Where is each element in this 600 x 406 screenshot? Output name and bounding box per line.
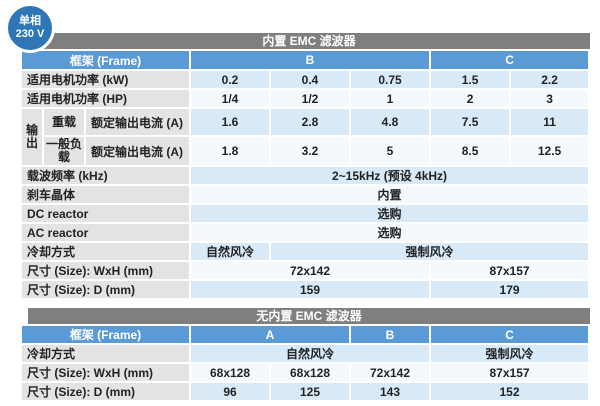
cell-kw-1: 0.4: [271, 71, 349, 88]
cell-wxh-c: 87x157: [431, 262, 589, 279]
cell-hp-0: 1/4: [191, 90, 269, 107]
cell-kw-2: 0.75: [351, 71, 430, 88]
cell-normal-4: 12.5: [511, 137, 589, 165]
cell2-wxh-1: 68x128: [271, 364, 350, 381]
table-row-hp: 适用电机功率 (HP) 1/4 1/2 1 2 3: [22, 90, 589, 107]
table2-row-cooling: 冷却方式 自然风冷 强制风冷: [22, 345, 589, 362]
cell-normal-1: 3.2: [271, 137, 349, 165]
cell-d-b: 159: [191, 281, 430, 298]
table-built-in-emc: 框架 (Frame) B C 适用电机功率 (kW) 0.2 0.4 0.75 …: [20, 49, 590, 300]
heavy-load-sublabel: 重载: [44, 109, 84, 135]
cell-hp-4: 3: [511, 90, 589, 107]
cell-normal-2: 5: [351, 137, 430, 165]
cell-heavy-1: 2.8: [271, 109, 349, 135]
cell2-d-1: 125: [271, 383, 350, 400]
row-label-ac-reactor: AC reactor: [22, 224, 189, 241]
row-label-d: 尺寸 (Size): D (mm): [22, 281, 189, 298]
row-label-hp: 适用电机功率 (HP): [22, 90, 189, 107]
frame2-b-header: B: [351, 326, 430, 343]
row-label-cooling: 冷却方式: [22, 243, 189, 260]
cell2-d-3: 152: [431, 383, 589, 400]
table-row-heavy-load: 输出 重载 额定输出电流 (A) 1.6 2.8 4.8 7.5 11: [22, 109, 589, 165]
cell-brake-value: 内置: [191, 186, 589, 203]
frame2-c-header: C: [431, 326, 589, 343]
row-label-carrier: 载波频率 (kHz): [22, 167, 189, 184]
table-row-normal-load: 一般负载 额定输出电流 (A) 1.8 3.2 5 8.5 12.5: [22, 137, 589, 165]
table-row-kw: 适用电机功率 (kW) 0.2 0.4 0.75 1.5 2.2: [22, 71, 589, 88]
frame-b-header: B: [191, 51, 430, 69]
cell-kw-3: 1.5: [431, 71, 510, 88]
frame-c-header: C: [431, 51, 589, 69]
cell-normal-0: 1.8: [191, 137, 269, 165]
row2-label-cooling: 冷却方式: [22, 345, 189, 362]
cell-hp-3: 2: [431, 90, 510, 107]
cell-cooling-forced: 强制风冷: [271, 243, 589, 260]
cell2-wxh-2: 72x142: [351, 364, 430, 381]
cell-wxh-b: 72x142: [191, 262, 430, 279]
table-row-carrier-frequency: 载波频率 (kHz) 2~15kHz (预设 4kHz): [22, 167, 589, 184]
cell-kw-0: 0.2: [191, 71, 269, 88]
table-gap: [20, 300, 590, 308]
cell-heavy-2: 4.8: [351, 109, 430, 135]
normal-load-sublabel: 一般负载: [44, 137, 84, 165]
cell-hp-2: 1: [351, 90, 430, 107]
output-group-label: 输出: [22, 109, 42, 165]
table-row-brake-transistor: 刹车晶体 内置: [22, 186, 589, 203]
badge-voltage-text: 230 V: [15, 28, 45, 40]
frame-header-label: 框架 (Frame): [22, 51, 189, 69]
row-label-dc-reactor: DC reactor: [22, 205, 189, 222]
row2-label-wxh: 尺寸 (Size): WxH (mm): [22, 364, 189, 381]
normal-load-current-label: 额定输出电流 (A): [86, 137, 189, 165]
table2-row-size-d: 尺寸 (Size): D (mm) 96 125 143 152: [22, 383, 589, 400]
cell-heavy-4: 11: [511, 109, 589, 135]
row-label-kw: 适用电机功率 (kW): [22, 71, 189, 88]
table-row-size-wxh: 尺寸 (Size): WxH (mm) 72x142 87x157: [22, 262, 589, 279]
table2-frame-header-row: 框架 (Frame) A B C: [22, 326, 589, 343]
badge-phase-text: 单相: [19, 15, 41, 27]
cell-carrier-value: 2~15kHz (预设 4kHz): [191, 167, 589, 184]
cell-heavy-0: 1.6: [191, 109, 269, 135]
output-group-text: 输出: [25, 123, 38, 150]
table2-title-bar: 无内置 EMC 滤波器: [28, 308, 590, 324]
table1-frame-header-row: 框架 (Frame) B C: [22, 51, 589, 69]
frame2-a-header: A: [191, 326, 350, 343]
phase-voltage-badge: 单相 230 V: [5, 3, 55, 53]
table-row-ac-reactor: AC reactor 选购: [22, 224, 589, 241]
table1-title-bar: 内置 EMC 滤波器: [28, 33, 590, 49]
frame2-header-label: 框架 (Frame): [22, 326, 189, 343]
cell-normal-3: 8.5: [431, 137, 510, 165]
row2-label-d: 尺寸 (Size): D (mm): [22, 383, 189, 400]
cell-ac-reactor-value: 选购: [191, 224, 589, 241]
heavy-load-current-label: 额定输出电流 (A): [86, 109, 189, 135]
cell-kw-4: 2.2: [511, 71, 589, 88]
table-row-cooling: 冷却方式 自然风冷 强制风冷: [22, 243, 589, 260]
table-row-dc-reactor: DC reactor 选购: [22, 205, 589, 222]
cell-heavy-3: 7.5: [431, 109, 510, 135]
table-row-size-d: 尺寸 (Size): D (mm) 159 179: [22, 281, 589, 298]
cell2-wxh-3: 87x157: [431, 364, 589, 381]
content-area: 内置 EMC 滤波器 框架 (Frame) B C 适用电机功率 (kW) 0.…: [20, 33, 590, 402]
table-without-emc: 框架 (Frame) A B C 冷却方式 自然风冷 强制风冷 尺寸 (Size…: [20, 324, 590, 402]
cell-dc-reactor-value: 选购: [191, 205, 589, 222]
cell2-wxh-0: 68x128: [191, 364, 269, 381]
table2-row-size-wxh: 尺寸 (Size): WxH (mm) 68x128 68x128 72x142…: [22, 364, 589, 381]
cell-hp-1: 1/2: [271, 90, 349, 107]
row-label-wxh: 尺寸 (Size): WxH (mm): [22, 262, 189, 279]
cell-cooling-natural: 自然风冷: [191, 243, 269, 260]
cell2-d-2: 143: [351, 383, 430, 400]
cell2-cooling-forced: 强制风冷: [431, 345, 589, 362]
cell2-d-0: 96: [191, 383, 269, 400]
cell2-cooling-natural: 自然风冷: [191, 345, 430, 362]
row-label-brake: 刹车晶体: [22, 186, 189, 203]
cell-d-c: 179: [431, 281, 589, 298]
